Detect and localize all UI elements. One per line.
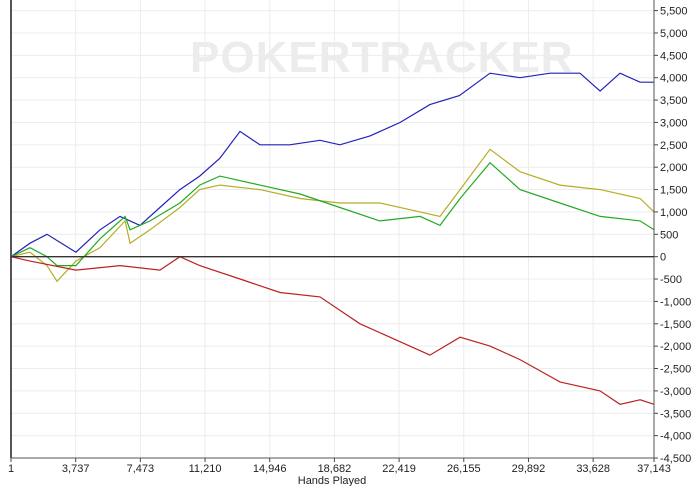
y-tick-label: -2,000	[660, 341, 691, 353]
x-tick-label: 37,143	[637, 463, 671, 475]
y-tick-label: -3,000	[660, 386, 691, 398]
y-tick-label: -1,000	[660, 296, 691, 308]
y-tick-label: 4,500	[660, 50, 688, 62]
series-group	[10, 72, 655, 405]
y-tick-label: 500	[660, 229, 678, 241]
series-line-3	[10, 161, 655, 267]
axes: 5,500 5,000 4,500 4,000 3,500 3,000 2,500 2,000…	[8, 0, 691, 475]
series-line-4	[10, 256, 655, 405]
x-axis-label: Hands Played	[298, 475, 367, 486]
x-tick-label: 11,210	[189, 463, 222, 475]
x-tick-label: 7,473	[127, 463, 155, 475]
x-tick-label: 26,155	[447, 463, 481, 475]
y-tick-label: 4,000	[660, 73, 688, 85]
watermark-logo: POKERTRACKER	[190, 33, 574, 82]
y-tick-label: 2,000	[660, 162, 688, 174]
x-tick-label: 29,892	[512, 463, 546, 475]
series-line-1	[10, 72, 654, 258]
y-tick-label: -4,500	[660, 453, 691, 465]
x-tick-label: 18,682	[318, 463, 352, 475]
y-tick-label: 2,500	[660, 140, 688, 152]
series-line-2	[10, 148, 655, 283]
y-tick-label: 1,500	[660, 185, 688, 197]
y-tick-label: -500	[660, 274, 682, 286]
y-tick-label: -1,500	[660, 319, 691, 331]
y-tick-label: 3,000	[660, 117, 688, 129]
x-tick-label: 33,628	[576, 463, 610, 475]
y-tick-label: -4,000	[660, 431, 691, 443]
y-tick-label: 1,000	[660, 207, 688, 219]
y-tick-label: 0	[660, 252, 666, 264]
x-tick-label: 14,946	[253, 463, 287, 475]
y-tick-label: 5,500	[660, 6, 688, 18]
y-tick-label: -3,500	[660, 408, 691, 420]
y-tick-label: 5,000	[660, 28, 688, 40]
x-tick-label: 3,737	[62, 463, 90, 475]
y-tick-label: -2,500	[660, 364, 691, 376]
y-tick-label: 3,500	[660, 95, 688, 107]
x-tick-label: 22,419	[382, 463, 416, 475]
x-tick-label: 1	[8, 463, 14, 475]
